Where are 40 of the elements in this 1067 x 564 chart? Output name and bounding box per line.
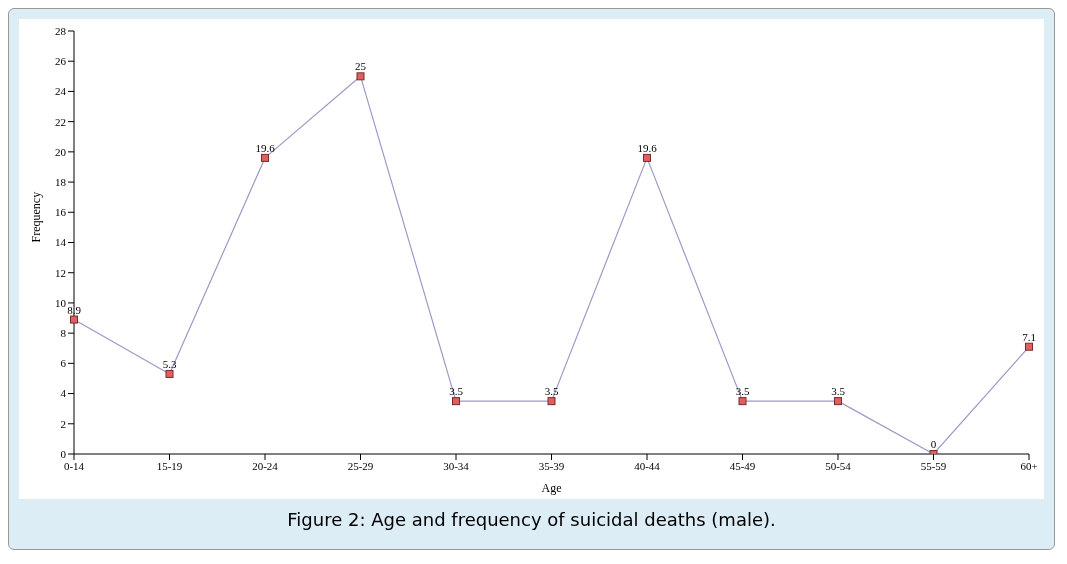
data-label: 3.5 <box>449 385 464 398</box>
y-tick-label: 12 <box>55 266 66 279</box>
caption: Figure 2: Age and frequency of suicidal deaths (male). <box>286 509 777 530</box>
data-label: 8.9 <box>67 303 82 316</box>
x-tick-label: 40-44 <box>634 459 661 472</box>
x-tick-label: 15-19 <box>156 459 183 472</box>
data-label: 3.5 <box>735 385 750 398</box>
data-label: 19.6 <box>255 141 276 154</box>
y-tick-label: 24 <box>55 85 67 98</box>
data-label: 5.3 <box>162 357 177 370</box>
y-axis-title: Frequency <box>29 191 44 243</box>
y-tick-label: 0 <box>60 447 67 460</box>
data-label: 3.5 <box>544 385 559 398</box>
y-tick-label: 6 <box>60 357 67 370</box>
x-tick-label: 30-34 <box>443 459 470 472</box>
y-tick-label: 14 <box>55 236 67 249</box>
x-tick-label: 50-54 <box>825 459 852 472</box>
y-tick-label: 16 <box>55 206 67 219</box>
data-label: 19.6 <box>637 141 658 154</box>
x-tick-label: 25-29 <box>347 459 374 472</box>
x-tick-label: 20-24 <box>252 459 279 472</box>
y-tick-label: 26 <box>55 55 67 68</box>
y-tick-label: 4 <box>60 387 67 400</box>
data-label: 3.5 <box>831 385 846 398</box>
x-tick-label: 55-59 <box>920 459 947 472</box>
y-tick-label: 20 <box>55 145 67 158</box>
y-tick-label: 8 <box>60 327 67 340</box>
x-tick-label: 45-49 <box>729 459 756 472</box>
data-label: 0 <box>930 438 937 450</box>
x-tick-label: 35-39 <box>538 459 565 472</box>
x-tick-label: 60+ <box>1020 459 1038 472</box>
x-tick-label: 0-14 <box>63 459 85 472</box>
y-tick-label: 2 <box>60 417 66 430</box>
x-axis-title: Age <box>541 481 562 495</box>
data-label: 7.1 <box>1022 330 1036 343</box>
y-tick-label: 22 <box>55 115 66 128</box>
y-tick-label: 28 <box>55 24 67 37</box>
data-label: 25 <box>355 60 367 73</box>
y-tick-label: 10 <box>55 296 67 309</box>
y-tick-label: 18 <box>55 175 67 188</box>
